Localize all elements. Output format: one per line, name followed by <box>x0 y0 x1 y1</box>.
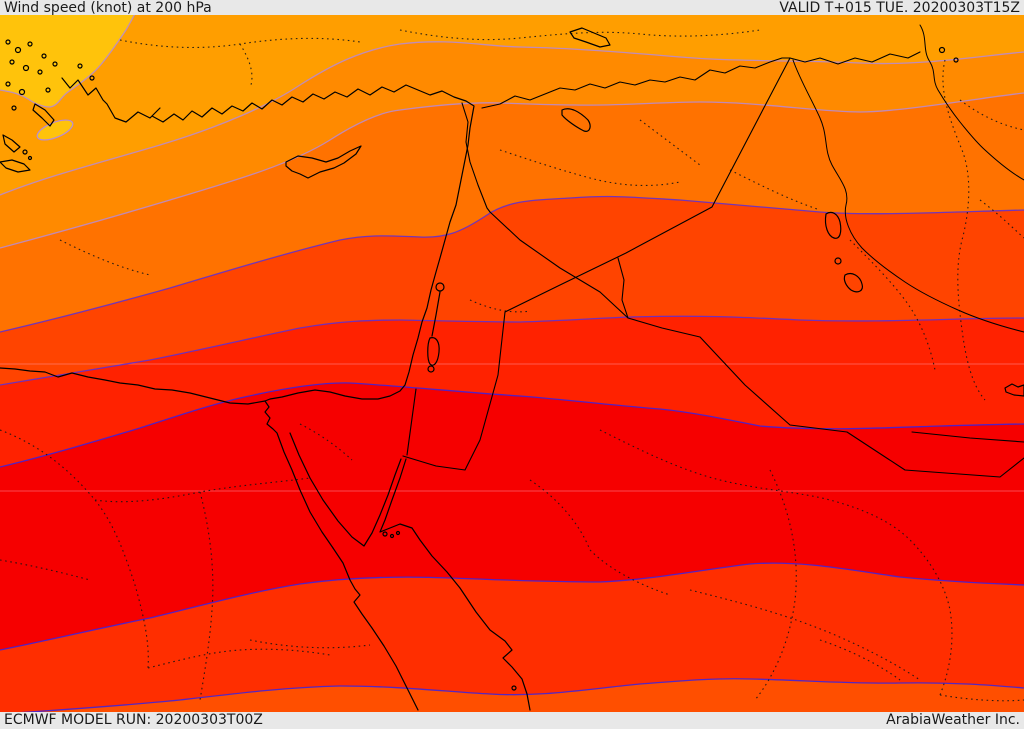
tiran-island <box>382 531 388 537</box>
isotach-contour <box>0 315 1024 386</box>
rivers <box>792 24 1024 333</box>
isotach-contour <box>0 382 1024 468</box>
lake-habbaniyah <box>834 257 842 265</box>
lake-assad <box>561 108 591 132</box>
admin-border-dotted <box>529 479 671 596</box>
admin-border-dotted <box>499 149 681 187</box>
lakes <box>561 27 1024 397</box>
admin-border-dotted <box>959 99 1024 131</box>
valid-time-label: VALID T+015 TUE. 20200303T15Z <box>779 0 1020 15</box>
sea-of-galilee <box>435 282 445 292</box>
isotach-contour <box>0 562 1024 651</box>
border-lebanon-syria <box>461 102 491 213</box>
border-jog <box>617 257 629 319</box>
island <box>9 59 15 65</box>
red-sea-west-shore <box>332 547 419 711</box>
header-bar: Wind speed (knot) at 200 hPa VALID T+015… <box>0 0 1024 15</box>
dead-sea-south-basin <box>427 365 435 373</box>
island <box>37 69 43 75</box>
border-kuwait <box>911 431 1024 443</box>
suez-canal <box>264 400 334 549</box>
admin-border-dotted <box>599 429 953 696</box>
lake-razzaza <box>843 272 863 293</box>
island <box>89 75 95 81</box>
island <box>27 41 33 47</box>
border-turkey-syria-iraq <box>481 51 921 109</box>
sinai-coastline <box>289 432 402 547</box>
lake-small <box>953 57 959 63</box>
admin-border-dotted <box>729 169 821 211</box>
island <box>11 105 17 111</box>
isotach-contours-mid <box>0 195 1024 386</box>
island <box>32 103 55 127</box>
admin-border-dotted <box>639 119 701 166</box>
admin-border-dotted <box>819 639 901 681</box>
red-sea-coastlines <box>264 400 531 711</box>
credit-label: ArabiaWeather Inc. <box>886 712 1020 728</box>
lake-turkey <box>569 27 611 48</box>
isotach-contours-lower <box>0 382 1024 715</box>
island <box>45 87 51 93</box>
border-jordan-syria <box>489 211 1024 478</box>
island <box>14 46 22 54</box>
jordan-river <box>431 291 441 337</box>
border-jordan-saudi <box>402 311 506 471</box>
admin-border-dotted <box>299 423 353 461</box>
latitude-gridlines <box>0 363 1024 492</box>
tigris-river <box>919 24 1024 181</box>
tiran-island <box>395 530 401 536</box>
cyprus-island <box>285 145 362 179</box>
island <box>22 64 30 72</box>
admin-border-dotted <box>147 648 331 669</box>
mediterranean-coastline <box>0 77 475 405</box>
island <box>22 149 28 155</box>
island <box>52 61 58 67</box>
border-jordan-iraq <box>504 57 791 313</box>
isotach-contour <box>0 92 1024 249</box>
country-borders <box>402 51 1024 478</box>
island <box>18 88 26 96</box>
tiran-island <box>389 533 395 539</box>
isotach-contour <box>0 0 143 108</box>
island <box>77 63 83 69</box>
geography-solid <box>0 24 1024 711</box>
aegean-islands <box>0 39 95 173</box>
admin-border-dotted <box>399 29 761 41</box>
island <box>41 53 47 59</box>
island <box>511 685 517 691</box>
jordan-valley-lakes <box>427 282 445 373</box>
euphrates-river <box>792 59 1024 333</box>
isotach-contour <box>0 195 1024 333</box>
dead-sea <box>427 337 440 366</box>
island <box>5 81 11 87</box>
admin-borders-dotted <box>0 29 1024 702</box>
island <box>27 155 33 161</box>
island <box>5 39 11 45</box>
gulf-tip-coast <box>1004 383 1024 397</box>
gulf-of-aqaba-east-shore <box>379 458 531 711</box>
lake-small <box>938 46 946 54</box>
admin-border-dotted <box>979 199 1024 239</box>
wind-band-1 <box>0 0 142 107</box>
model-run-label: ECMWF MODEL RUN: 20200303T00Z <box>4 712 263 728</box>
admin-border-dotted <box>119 37 361 49</box>
lake-tharthar <box>824 211 842 239</box>
map-title: Wind speed (knot) at 200 hPa <box>4 0 212 15</box>
footer-bar: ECMWF MODEL RUN: 20200303T00Z ArabiaWeat… <box>0 712 1024 729</box>
admin-border-dotted <box>469 299 531 313</box>
isotach-contours-upper <box>0 0 1024 249</box>
admin-border-dotted <box>689 589 921 681</box>
border-israel-egypt <box>406 388 417 456</box>
isotach-contour <box>0 678 1024 715</box>
island <box>0 159 31 173</box>
island <box>2 134 21 153</box>
isotach-contour <box>0 41 1024 196</box>
admin-border-dotted <box>0 429 149 669</box>
admin-border-dotted <box>942 59 986 401</box>
